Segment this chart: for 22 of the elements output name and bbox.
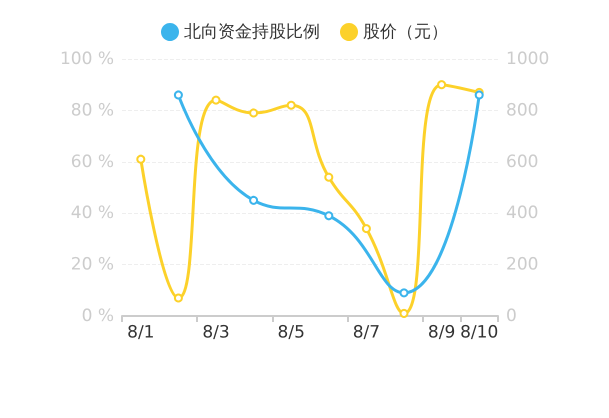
legend-label: 股价（元） (363, 22, 448, 42)
x-tick-label: 8/1 (127, 322, 154, 342)
point (174, 90, 183, 100)
x-tick-label: 8/9 (428, 322, 456, 342)
legend-label: 北向资金持股比例 (184, 22, 320, 42)
point (324, 211, 334, 220)
point (136, 154, 146, 164)
point (249, 108, 258, 118)
x-tick-label: 8/7 (352, 322, 380, 342)
point (286, 100, 296, 110)
point (400, 288, 408, 298)
point (174, 294, 183, 303)
point (212, 96, 220, 105)
point (324, 172, 334, 182)
point (249, 196, 258, 205)
point (362, 224, 371, 234)
x-tick-label: 8/10 (460, 322, 498, 342)
point (400, 308, 408, 318)
x-tick-label: 8/5 (278, 322, 305, 342)
point (474, 90, 484, 100)
point (437, 80, 446, 90)
x-tick-label: 8/3 (202, 322, 230, 342)
